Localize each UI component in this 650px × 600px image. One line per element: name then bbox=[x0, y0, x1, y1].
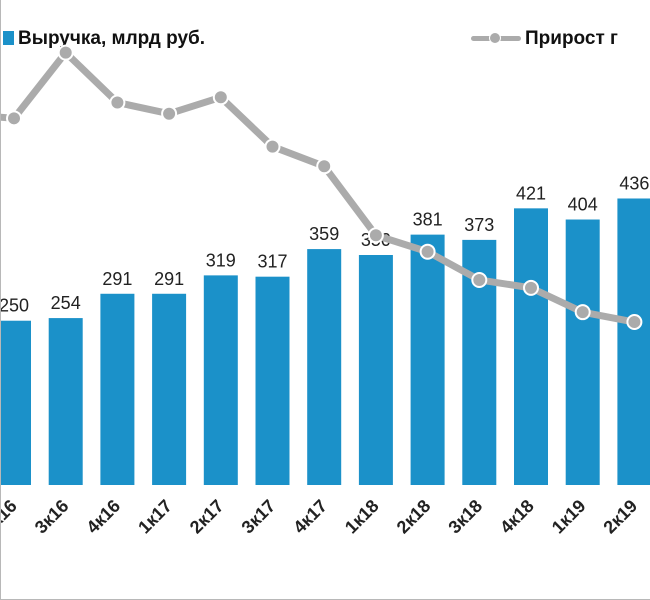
bar-2к16 bbox=[1, 320, 31, 485]
bar-value-label: 436 bbox=[619, 173, 649, 193]
bar-value-label: 404 bbox=[568, 195, 598, 215]
legend-line-swatch bbox=[471, 31, 521, 45]
x-tick-label: 2к19 bbox=[599, 496, 641, 538]
growth-point bbox=[109, 94, 126, 111]
growth-point bbox=[419, 243, 436, 260]
bar-2к17 bbox=[203, 275, 238, 485]
legend-revenue: Выручка, млрд руб. bbox=[3, 28, 205, 50]
growth-point bbox=[212, 89, 229, 106]
growth-point bbox=[264, 138, 281, 155]
bar-4к16 bbox=[100, 293, 135, 485]
x-tick-label: 4к17 bbox=[289, 496, 331, 538]
growth-point bbox=[6, 110, 22, 127]
growth-point bbox=[471, 271, 488, 288]
bar-1к17 bbox=[152, 293, 187, 485]
growth-point bbox=[523, 279, 539, 296]
bar-value-label: 373 bbox=[464, 215, 494, 235]
growth-point bbox=[161, 105, 178, 122]
bar-value-label: 421 bbox=[516, 183, 546, 203]
bar-2к19 bbox=[617, 198, 650, 485]
bar-1к18 bbox=[358, 255, 393, 485]
legend-growth-label: Прирост г bbox=[525, 28, 618, 49]
bar-2к18 bbox=[410, 234, 445, 485]
bar-value-label: 291 bbox=[102, 269, 132, 289]
bar-value-label: 291 bbox=[154, 269, 184, 289]
x-tick-label: 2к18 bbox=[393, 496, 435, 538]
bar-3к16 bbox=[48, 318, 83, 485]
x-tick-labels-group: 2к16 3к16 4к16 1к17 2к17 3к17 4к17 1к18 2к18 3к18… bbox=[1, 496, 641, 538]
legend-growth: Прирост г bbox=[471, 28, 618, 50]
x-tick-label: 1к19 bbox=[548, 496, 590, 538]
bars-group bbox=[1, 198, 650, 486]
bar-1к19 bbox=[565, 219, 600, 485]
bar-value-label: 250 bbox=[1, 296, 29, 316]
bar-value-label: 319 bbox=[206, 250, 236, 270]
x-tick-label: 2к17 bbox=[186, 496, 228, 538]
x-tick-label: 3к16 bbox=[31, 496, 73, 538]
bar-value-label: 381 bbox=[413, 210, 443, 230]
bar-value-label: 359 bbox=[309, 224, 339, 244]
x-tick-label: 4к18 bbox=[496, 496, 538, 538]
bar-4к18 bbox=[514, 208, 548, 486]
bar-4к17 bbox=[307, 249, 342, 485]
x-tick-label: 3к18 bbox=[444, 496, 486, 538]
x-tick-label: 3к17 bbox=[238, 496, 280, 538]
growth-point bbox=[574, 304, 591, 321]
bar-value-label: 254 bbox=[51, 293, 81, 313]
growth-point bbox=[57, 44, 74, 61]
growth-point bbox=[626, 314, 643, 331]
growth-point bbox=[367, 227, 384, 244]
bar-value-label: 317 bbox=[257, 252, 287, 272]
bar-3к17 bbox=[255, 276, 290, 485]
growth-point bbox=[316, 158, 333, 175]
growth-line bbox=[1, 49, 638, 326]
x-tick-label: 1к17 bbox=[134, 496, 176, 538]
x-tick-label: 2к16 bbox=[1, 496, 21, 538]
bar-labels-group: 250254291291319317359350381373421404436 bbox=[1, 173, 649, 315]
legend-bar-swatch bbox=[3, 31, 14, 45]
legend-revenue-label: Выручка, млрд руб. bbox=[18, 28, 206, 49]
growth-line-group bbox=[1, 44, 643, 331]
x-tick-label: 1к18 bbox=[341, 496, 383, 538]
x-tick-label: 4к16 bbox=[82, 496, 124, 538]
